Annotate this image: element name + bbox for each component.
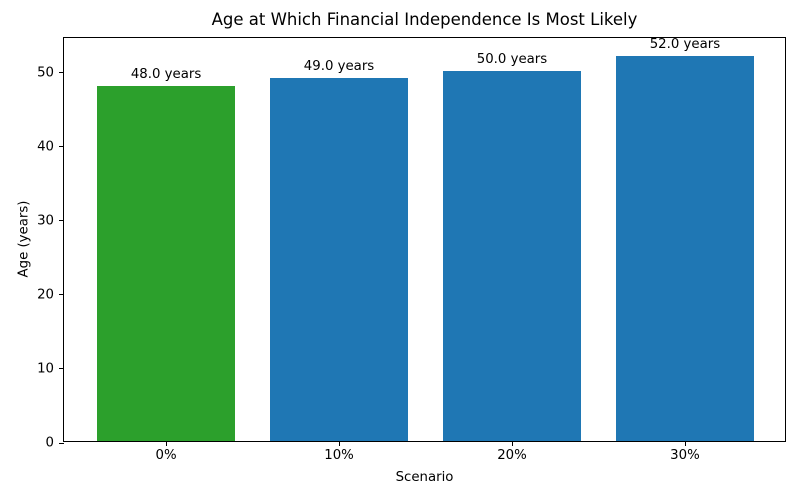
x-tick-label: 20% bbox=[497, 448, 527, 463]
x-tick-label: 30% bbox=[670, 448, 700, 463]
bar-0% bbox=[96, 85, 236, 441]
y-axis-label: Age (years) bbox=[16, 200, 32, 278]
bar-30% bbox=[615, 56, 755, 441]
bar-value-label: 50.0 years bbox=[476, 51, 548, 67]
x-tick-mark bbox=[166, 441, 168, 446]
y-tick-mark bbox=[59, 72, 64, 74]
x-tick-mark bbox=[511, 441, 513, 446]
y-tick-mark bbox=[59, 294, 64, 296]
y-tick-mark bbox=[59, 146, 64, 148]
y-tick-label: 10 bbox=[37, 361, 54, 377]
y-tick-label: 40 bbox=[37, 139, 54, 155]
y-tick-label: 20 bbox=[37, 287, 54, 303]
y-tick-mark bbox=[59, 220, 64, 222]
y-tick-label: 50 bbox=[37, 65, 54, 81]
y-tick-mark bbox=[59, 368, 64, 370]
y-tick-mark bbox=[59, 442, 64, 444]
bar-value-label: 49.0 years bbox=[303, 59, 375, 75]
x-tick-mark bbox=[339, 441, 341, 446]
chart-title: Age at Which Financial Independence Is M… bbox=[211, 10, 638, 29]
bar-10% bbox=[269, 78, 409, 441]
x-tick-mark bbox=[684, 441, 686, 446]
bar-value-label: 52.0 years bbox=[649, 37, 721, 52]
x-tick-label: 0% bbox=[155, 448, 177, 463]
bar-value-label: 48.0 years bbox=[130, 66, 202, 82]
y-tick-label: 0 bbox=[45, 435, 54, 451]
x-axis-label: Scenario bbox=[395, 470, 454, 485]
plot-area: 48.0 years 0% 49.0 years 10% 50.0 years 20% 52… bbox=[37, 37, 786, 463]
x-tick-label: 10% bbox=[324, 448, 354, 463]
y-tick-label: 30 bbox=[37, 213, 54, 229]
bar-20% bbox=[442, 70, 582, 441]
